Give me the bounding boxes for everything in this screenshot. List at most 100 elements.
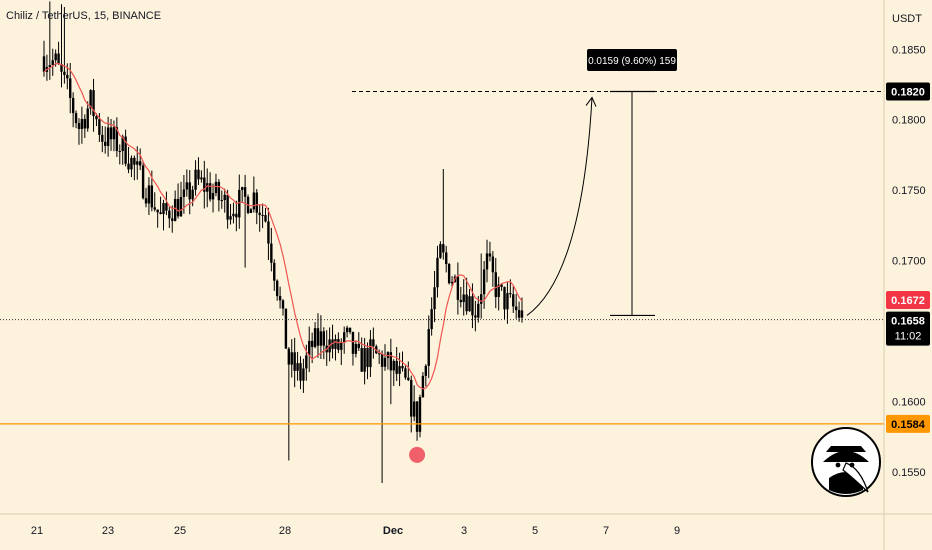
measure-tool[interactable]: 0.0159 (9.60%) 159 <box>587 49 677 317</box>
candle-body <box>69 78 72 98</box>
candle-body <box>243 187 247 197</box>
candle-body <box>302 368 305 381</box>
x-tick-label: 28 <box>279 525 291 537</box>
candle-body <box>500 284 503 287</box>
candle-body <box>363 348 366 372</box>
support-price-label: 0.1584 <box>891 419 926 431</box>
candle-body <box>258 212 261 215</box>
candle-body <box>211 193 215 200</box>
candle-body <box>144 198 148 204</box>
x-tick-label: 5 <box>532 525 538 537</box>
candle-body <box>194 169 197 190</box>
candle-body <box>60 63 63 72</box>
candle-body <box>203 177 206 192</box>
candle-body <box>63 71 66 75</box>
candle-body <box>415 401 419 432</box>
candle-body <box>284 308 288 349</box>
candle-body <box>445 252 448 265</box>
candle-body <box>92 90 95 117</box>
candle-body <box>57 53 60 64</box>
candle-body <box>127 163 130 170</box>
candle-body <box>465 294 468 312</box>
candle-body <box>150 185 154 208</box>
candle-body <box>159 212 162 215</box>
candle-body <box>147 185 151 204</box>
candle-body <box>488 253 492 257</box>
candle-body <box>517 310 521 318</box>
candle-body <box>273 262 276 281</box>
candle-body <box>442 244 445 253</box>
chart-title: Chiliz / TetherUS, 15, BINANCE <box>6 10 162 22</box>
candle-body <box>450 281 454 284</box>
candle-body <box>136 161 139 165</box>
y-tick-label: 0.1850 <box>892 44 926 56</box>
candle-body <box>275 280 279 297</box>
moving-average-line <box>43 62 523 390</box>
candle-body <box>42 56 46 72</box>
target-price-tag: 0.1820 <box>886 82 930 101</box>
candle-body <box>176 198 180 217</box>
candle-body <box>421 375 425 398</box>
candle-body <box>479 294 483 304</box>
candle-body <box>345 327 349 333</box>
candle-body <box>418 397 422 432</box>
candle-body <box>503 286 506 310</box>
candle-body <box>54 53 57 61</box>
candle-body <box>51 60 54 66</box>
candle-body <box>252 192 256 210</box>
last-price-tag: 0.1658 11:02 <box>886 311 930 346</box>
x-tick-label: Dec <box>383 525 403 537</box>
candle-body <box>197 169 200 180</box>
candle-body <box>74 113 78 124</box>
swing-low-marker <box>409 446 426 463</box>
candle-body <box>287 348 291 365</box>
candle-body <box>191 189 194 200</box>
candle-body <box>141 165 145 199</box>
projection-arrow-head <box>585 96 597 107</box>
candle-body <box>83 118 87 129</box>
x-tick-label: 25 <box>174 525 186 537</box>
candle-body <box>305 355 308 369</box>
candle-body <box>343 332 346 343</box>
candle-body <box>223 194 226 200</box>
candle-body <box>459 299 462 303</box>
candle-body <box>412 401 416 417</box>
candle-body <box>313 328 317 347</box>
candle-body <box>182 189 186 197</box>
candle-body <box>407 377 410 381</box>
y-tick-labels: 0.1850 0.1800 0.1750 0.1700 0.1600 0.155… <box>892 44 926 478</box>
candle-body <box>261 214 264 216</box>
candle-body <box>104 141 107 146</box>
candle-body <box>410 380 413 417</box>
candle-body <box>171 218 174 221</box>
candle-body <box>124 136 127 164</box>
candle-body <box>316 328 320 346</box>
x-tick-labels: 21 23 25 28 Dec 3 5 7 9 <box>31 525 680 537</box>
candle-body <box>389 352 393 371</box>
candles-group <box>42 1 524 484</box>
candle-body <box>264 215 267 222</box>
candle-body <box>238 189 241 218</box>
candle-body <box>436 257 439 288</box>
candle-body <box>310 340 314 347</box>
candle-body <box>214 181 218 194</box>
x-tick-label: 7 <box>603 525 609 537</box>
candle-body <box>430 309 433 330</box>
ma-price-tag: 0.1672 <box>886 290 930 309</box>
candle-body <box>509 293 512 295</box>
candle-body <box>229 216 232 220</box>
candle-body <box>401 366 404 369</box>
candle-body <box>200 177 203 180</box>
x-tick-label: 21 <box>31 525 43 537</box>
candle-body <box>456 276 460 300</box>
target-price-label: 0.1820 <box>891 87 925 99</box>
last-price-label: 0.1658 <box>891 316 925 328</box>
candle-body <box>334 339 337 349</box>
projection-arrow <box>526 97 593 316</box>
candle-body <box>173 198 177 221</box>
candle-body <box>424 365 428 376</box>
y-tick-label: 0.1800 <box>892 115 926 127</box>
candle-body <box>89 90 92 109</box>
